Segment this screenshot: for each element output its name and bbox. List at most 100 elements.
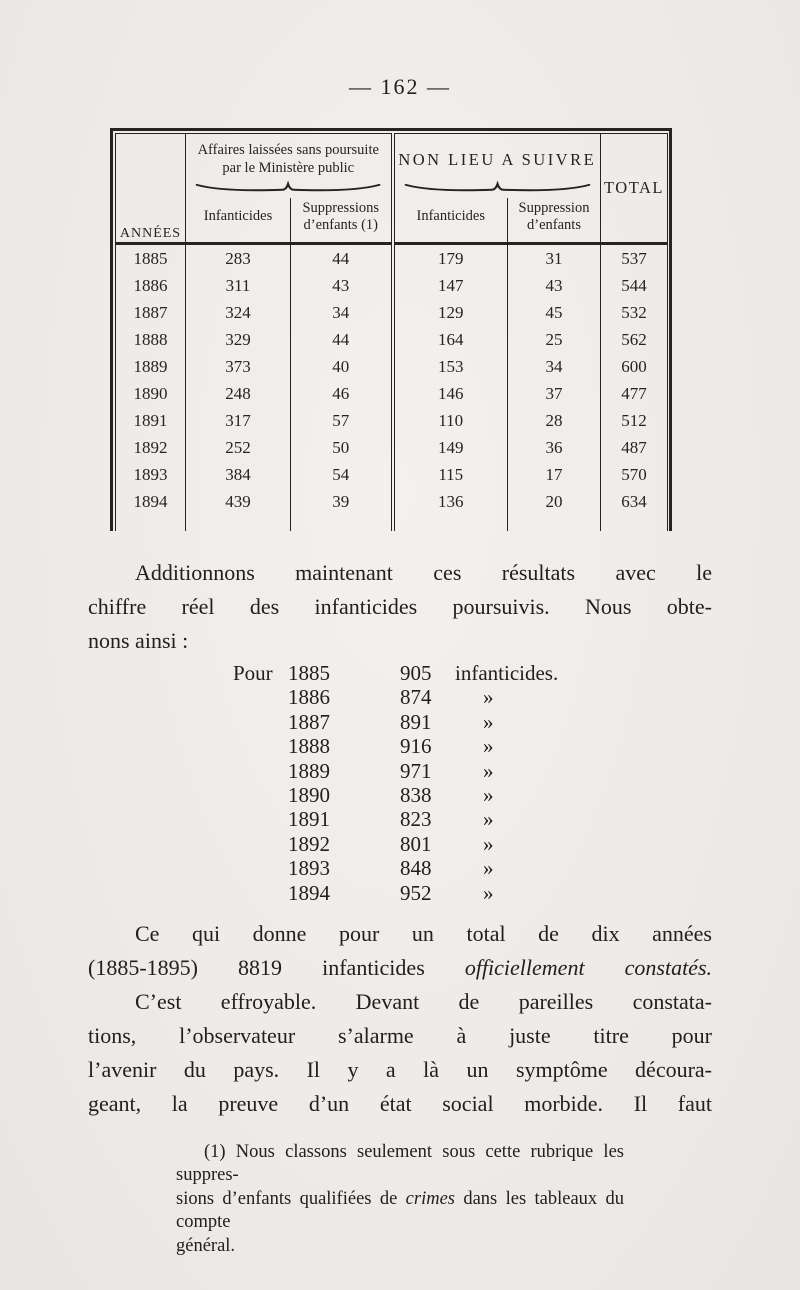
italic-text: officiellement constatés. — [464, 954, 713, 980]
cell-sup1: 46 — [290, 380, 395, 407]
cell-sup2: 31 — [507, 243, 601, 272]
brace-icon — [404, 180, 591, 191]
list-year: 1893 — [288, 856, 330, 881]
cell-annee: 1890 — [115, 380, 186, 407]
cell-annee: 1887 — [115, 299, 186, 326]
subheader-line: d’enfants — [527, 216, 581, 233]
text-segment: Ce qui donne pour un total de dix années — [135, 920, 712, 946]
cell-total: 634 — [621, 491, 647, 511]
table-row: 1888 329 44 164 25 562 — [115, 326, 668, 353]
subheader-suppressions-1: Suppressions d’enfants (1) — [290, 197, 395, 245]
list-item: Pour 1885 905 infanticides. — [233, 661, 712, 685]
column-header-total: TOTAL — [600, 133, 668, 245]
cell-annee: 1892 — [115, 434, 186, 461]
cell-sup1: 39 — [290, 488, 395, 515]
list-value: 952 — [400, 880, 432, 905]
text-segment: tions, l’observateur s’alarme à juste ti… — [88, 1022, 712, 1048]
table-tail-cell — [115, 515, 186, 531]
body-text: Additionnons maintenant ces résultats av… — [88, 556, 712, 1258]
group2-title: NON LIEU A SUIVRE — [398, 150, 597, 169]
cell-annee: 1891 — [115, 407, 186, 434]
table-row: 1893 384 54 115 17 570 — [115, 461, 668, 488]
list-item: 1893 848 » — [233, 856, 712, 880]
cell-inf1: 384 — [185, 461, 291, 488]
list-value: 838 — [400, 782, 432, 807]
cell-inf1: 283 — [185, 243, 291, 272]
cell-sup2: 20 — [507, 488, 601, 515]
cell-sup2: 25 — [507, 326, 601, 353]
cell-inf1: 317 — [185, 407, 291, 434]
table-row: 1891 317 57 110 28 512 — [115, 407, 668, 434]
cell-inf1: 439 — [185, 488, 291, 515]
column-group-non-lieu: NON LIEU A SUIVRE — [392, 133, 601, 198]
text-segment: chiffre réel des infanticides poursuivis… — [88, 594, 712, 619]
text-line: général. — [176, 1235, 624, 1259]
table-body: 1885 283 44 179 31 537 1886 311 43 147 43 544 1887 32… — [115, 243, 668, 531]
table-tail-cell — [290, 515, 395, 531]
list-suffix: » — [483, 782, 494, 807]
text-segment: (1885-1895) 8819 infanticides — [88, 954, 465, 980]
brace-icon — [195, 180, 381, 191]
subheader-line: Suppression — [518, 199, 590, 216]
list-year: 1891 — [288, 807, 330, 832]
table-row: 1894 439 39 136 20 634 — [115, 488, 668, 515]
table-row: 1890 248 46 146 37 477 — [115, 380, 668, 407]
cell-inf1: 324 — [185, 299, 291, 326]
list-suffix: » — [483, 734, 494, 759]
text-line: C’est effroyable. Devant de pareilles co… — [88, 985, 712, 1019]
cell-inf2: 149 — [392, 434, 508, 461]
list-value: 848 — [400, 856, 432, 881]
table-tail-cell — [507, 515, 601, 531]
cell-sup1: 40 — [290, 353, 395, 380]
list-item: 1892 801 » — [233, 832, 712, 856]
list-item: 1886 874 » — [233, 685, 712, 709]
table-tail-row — [115, 515, 668, 531]
list-year: 1888 — [288, 734, 330, 759]
list-year: 1886 — [288, 685, 330, 710]
list-item: 1890 838 » — [233, 783, 712, 807]
cell-annee: 1893 — [115, 461, 186, 488]
cell-annee: 1886 — [115, 272, 186, 299]
cell-inf1: 373 — [185, 353, 291, 380]
subheader-infanticides-1: Infanticides — [185, 197, 291, 245]
cell-inf1: 311 — [185, 272, 291, 299]
cell-sup1: 43 — [290, 272, 395, 299]
text-segment: l’avenir du pays. Il y a là un symptôme … — [88, 1056, 712, 1082]
cell-sup2: 36 — [507, 434, 601, 461]
column-group-affaires-sans-poursuite: Affaires laissées sans poursuite par le … — [185, 133, 395, 198]
list-suffix: » — [483, 880, 494, 905]
list-value: 874 — [400, 685, 432, 710]
cell-sup1: 44 — [290, 326, 395, 353]
text-line: sions d’enfants qualifiées de crimes dan… — [176, 1188, 624, 1235]
cell-sup1: 50 — [290, 434, 395, 461]
cell-inf2: 153 — [392, 353, 508, 380]
subheader-line: d’enfants (1) — [303, 216, 378, 233]
subheader-infanticides-2: Infanticides — [392, 197, 508, 245]
cell-inf1: 248 — [185, 380, 291, 407]
statistics-table: ANNÉES Affaires laissées sans poursuite … — [115, 133, 668, 531]
list-value: 905 — [400, 661, 432, 685]
text-line: l’avenir du pays. Il y a là un symptôme … — [88, 1053, 712, 1087]
list-year: 1889 — [288, 758, 330, 783]
list-year: 1885 — [288, 661, 330, 685]
text-line: geant, la preuve d’un état social morbid… — [88, 1087, 712, 1121]
text-line: (1) Nous classons seulement sous cette r… — [176, 1141, 624, 1188]
cell-inf2: 136 — [392, 488, 508, 515]
text-segment: geant, la preuve d’un état social morbid… — [88, 1090, 712, 1116]
text-line: chiffre réel des infanticides poursuivis… — [88, 590, 712, 624]
list-year: 1894 — [288, 880, 330, 905]
paragraph-effroyable: C’est effroyable. Devant de pareilles co… — [88, 985, 712, 1121]
list-suffix: » — [483, 831, 494, 856]
cell-total: 537 — [621, 248, 647, 268]
list-value: 823 — [400, 807, 432, 832]
text-segment: sions d’enfants qualifiées de — [176, 1188, 406, 1209]
table-row: 1885 283 44 179 31 537 — [115, 243, 668, 272]
cell-sup2: 34 — [507, 353, 601, 380]
page-number: — 162 — — [349, 74, 451, 99]
footnote: (1) Nous classons seulement sous cette r… — [176, 1141, 624, 1259]
cell-sup1: 54 — [290, 461, 395, 488]
text-segment: C’est effroyable. Devant de pareilles co… — [135, 988, 712, 1014]
text-line: Ce qui donne pour un total de dix années — [88, 917, 712, 951]
group1-title-line2: par le Ministère public — [222, 160, 355, 176]
subheader-line: Suppressions — [302, 199, 380, 216]
